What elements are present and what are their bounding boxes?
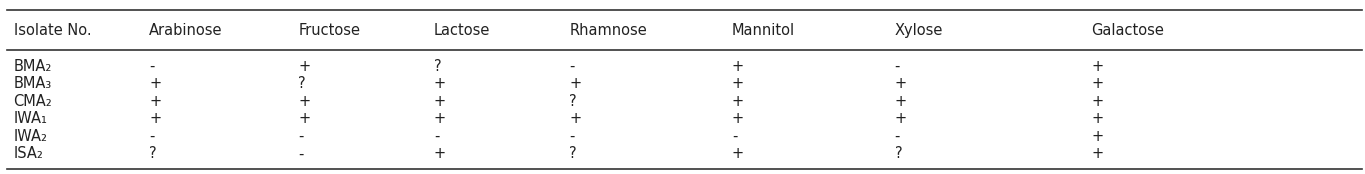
Text: -: -	[149, 59, 154, 74]
Text: Xylose: Xylose	[894, 23, 943, 38]
Text: -: -	[894, 59, 900, 74]
Text: +: +	[298, 59, 310, 74]
Text: -: -	[569, 59, 575, 74]
Text: +: +	[894, 94, 906, 109]
Text: +: +	[149, 94, 161, 109]
Text: -: -	[298, 129, 303, 144]
Text: +: +	[732, 76, 744, 91]
Text: Lactose: Lactose	[434, 23, 490, 38]
Text: +: +	[149, 76, 161, 91]
Text: Rhamnose: Rhamnose	[569, 23, 647, 38]
Text: ?: ?	[894, 146, 902, 161]
Text: ?: ?	[569, 94, 577, 109]
Text: +: +	[434, 94, 446, 109]
Text: Fructose: Fructose	[298, 23, 360, 38]
Text: +: +	[569, 111, 581, 126]
Text: +: +	[1091, 94, 1103, 109]
Text: +: +	[1091, 111, 1103, 126]
Text: +: +	[298, 111, 310, 126]
Text: +: +	[732, 146, 744, 161]
Text: ?: ?	[434, 59, 441, 74]
Text: Arabinose: Arabinose	[149, 23, 222, 38]
Text: Mannitol: Mannitol	[732, 23, 796, 38]
Text: ?: ?	[298, 76, 306, 91]
Text: Isolate No.: Isolate No.	[14, 23, 91, 38]
Text: +: +	[1091, 59, 1103, 74]
Text: +: +	[894, 111, 906, 126]
Text: ?: ?	[569, 146, 577, 161]
Text: BMA₃: BMA₃	[14, 76, 52, 91]
Text: +: +	[732, 111, 744, 126]
Text: +: +	[298, 94, 310, 109]
Text: Galactose: Galactose	[1091, 23, 1164, 38]
Text: +: +	[1091, 129, 1103, 144]
Text: -: -	[298, 146, 303, 161]
Text: ?: ?	[149, 146, 157, 161]
Text: IWA₂: IWA₂	[14, 129, 48, 144]
Text: -: -	[434, 129, 440, 144]
Text: -: -	[894, 129, 900, 144]
Text: +: +	[149, 111, 161, 126]
Text: +: +	[732, 94, 744, 109]
Text: ISA₂: ISA₂	[14, 146, 44, 161]
Text: +: +	[732, 59, 744, 74]
Text: +: +	[1091, 76, 1103, 91]
Text: +: +	[434, 111, 446, 126]
Text: IWA₁: IWA₁	[14, 111, 48, 126]
Text: BMA₂: BMA₂	[14, 59, 52, 74]
Text: -: -	[149, 129, 154, 144]
Text: CMA₂: CMA₂	[14, 94, 52, 109]
Text: +: +	[569, 76, 581, 91]
Text: +: +	[894, 76, 906, 91]
Text: +: +	[434, 76, 446, 91]
Text: +: +	[1091, 146, 1103, 161]
Text: +: +	[434, 146, 446, 161]
Text: -: -	[732, 129, 737, 144]
Text: -: -	[569, 129, 575, 144]
